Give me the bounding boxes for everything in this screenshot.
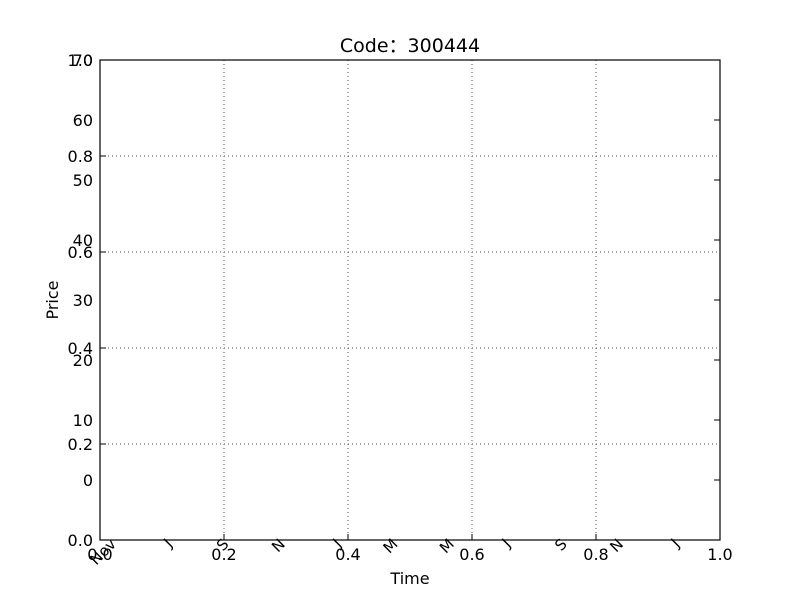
price-tick-label: 10 bbox=[73, 411, 93, 430]
price-tick-label: 50 bbox=[73, 171, 93, 190]
price-tick-label: 20 bbox=[73, 351, 93, 370]
chart-title: Code：300444 bbox=[340, 35, 480, 57]
price-tick-label: 0 bbox=[83, 471, 93, 490]
date-tick-label: S bbox=[551, 535, 570, 554]
x-tick-label: 0.8 bbox=[583, 545, 608, 564]
date-tick-label: J bbox=[667, 535, 684, 552]
y-tick-label: 0.0 bbox=[68, 531, 93, 550]
y-tick-label: 0.2 bbox=[68, 435, 93, 454]
y-tick-label: 1.0 bbox=[68, 51, 93, 70]
y-tick-label: 0.4 bbox=[68, 339, 93, 358]
price-tick-label: 60 bbox=[73, 111, 93, 130]
x-tick-label: 0.6 bbox=[459, 545, 484, 564]
y-tick-labels: 0.0 0.2 0.4 0.6 0.8 1.0 bbox=[68, 51, 106, 550]
date-tick-label: J bbox=[160, 535, 177, 552]
y-tick-label: 0.6 bbox=[68, 243, 93, 262]
x-tick-labels: 0.0 0.2 0.4 0.6 0.8 1.0 bbox=[87, 534, 733, 564]
price-tick-label: 70 bbox=[73, 51, 93, 70]
price-tick-label: 40 bbox=[73, 231, 93, 250]
x-tick-label: 0.0 bbox=[87, 545, 112, 564]
y-axis-label: Price bbox=[43, 280, 62, 319]
price-tick-label: 30 bbox=[73, 291, 93, 310]
grid-lines bbox=[100, 60, 720, 540]
y-tick-label: 0.8 bbox=[68, 147, 93, 166]
date-tick-label: M bbox=[436, 535, 458, 557]
plot-area-frame bbox=[99, 59, 721, 541]
x-tick-label: 1.0 bbox=[707, 545, 732, 564]
date-tick-label: N bbox=[268, 535, 289, 556]
x-tick-label: 0.4 bbox=[335, 545, 360, 564]
x-tick-label: 0.2 bbox=[211, 545, 236, 564]
date-tick-label: J bbox=[498, 535, 515, 552]
date-tick-label: M bbox=[380, 535, 402, 557]
x-axis-label: Time bbox=[389, 569, 429, 588]
price-tick-labels: 0 10 20 30 40 50 60 70 bbox=[73, 51, 720, 490]
date-tick-label: N bbox=[606, 535, 627, 556]
